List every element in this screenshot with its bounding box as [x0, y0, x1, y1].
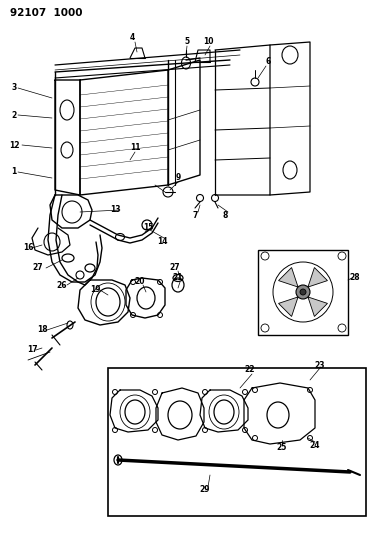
Text: 24: 24	[310, 440, 320, 449]
Text: 7: 7	[192, 211, 198, 220]
Polygon shape	[308, 297, 328, 317]
Text: 2: 2	[11, 110, 17, 119]
Text: 9: 9	[176, 174, 180, 182]
Text: 27: 27	[170, 263, 180, 272]
Ellipse shape	[300, 289, 306, 295]
Polygon shape	[279, 297, 298, 317]
Text: 14: 14	[157, 238, 167, 246]
Bar	[258, 250, 348, 335]
Text: 13: 13	[110, 206, 120, 214]
Text: 20: 20	[135, 278, 145, 287]
Text: 27: 27	[33, 263, 43, 272]
Polygon shape	[279, 268, 298, 287]
Text: 19: 19	[90, 286, 100, 295]
Text: 8: 8	[222, 211, 228, 220]
Text: 18: 18	[37, 326, 48, 335]
Text: 3: 3	[11, 84, 17, 93]
Text: 28: 28	[350, 273, 360, 282]
Text: 1: 1	[11, 167, 17, 176]
Text: 6: 6	[265, 58, 271, 67]
Polygon shape	[308, 268, 328, 287]
Text: 5: 5	[184, 37, 190, 46]
Text: 4: 4	[129, 34, 135, 43]
Text: 26: 26	[57, 280, 67, 289]
Text: 15: 15	[143, 223, 153, 232]
Text: 17: 17	[27, 345, 37, 354]
Text: 25: 25	[277, 443, 287, 453]
Text: 92107  1000: 92107 1000	[10, 8, 82, 18]
Text: 29: 29	[200, 486, 210, 495]
Text: 23: 23	[315, 360, 325, 369]
Text: 21: 21	[173, 273, 183, 282]
Ellipse shape	[296, 285, 310, 299]
Text: 11: 11	[130, 143, 140, 152]
Bar	[108, 368, 366, 516]
Text: 16: 16	[23, 244, 33, 253]
Text: 12: 12	[9, 141, 19, 149]
Text: 10: 10	[203, 37, 213, 46]
Text: 22: 22	[245, 366, 255, 375]
